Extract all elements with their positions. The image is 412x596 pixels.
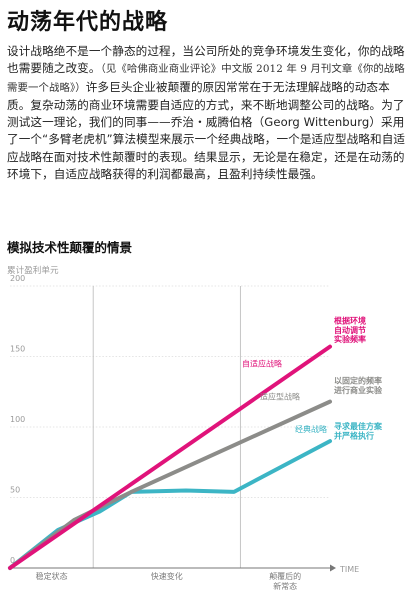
series-line-3: [8, 439, 332, 570]
series-label: 自适应战略: [242, 359, 282, 369]
series-note: 并严格执行: [334, 430, 374, 440]
y-tick-label: 50: [10, 486, 20, 495]
x-axis-label: TIME: [339, 565, 359, 574]
series-note: 进行商业实验: [334, 385, 383, 395]
citation: （见《哈佛商业商业评论》中文版 2012 年 9 月刊文章《你的战略需要一个战略…: [7, 63, 405, 94]
series-line-2: [8, 399, 332, 570]
x-axis-arrow: [330, 564, 336, 572]
phase-label: 稳定状态: [36, 571, 68, 581]
body-text-part-1: 设计战略绝不是一个静态的过程，当公司所处的竞争环境发生变化，你的战略也需要随之改…: [7, 44, 405, 76]
series-label: 经典战略: [295, 424, 327, 434]
series-note: 根据环境: [334, 316, 366, 326]
body-text-part-2: 许多巨头企业被颠覆的原因常常在于无法理解战略的动态本质。复杂动荡的商业环境需要自…: [7, 79, 406, 182]
series-note: 寻求最佳方案: [334, 421, 383, 431]
y-tick-label: 200: [10, 274, 25, 283]
series-note: 实验频率: [334, 334, 366, 344]
y-tick-label: 150: [10, 345, 25, 354]
series-line-1: [8, 344, 332, 570]
phase-label: 新常态: [273, 581, 297, 591]
article-title: 动荡年代的战略: [7, 10, 169, 35]
series-note: 自动调节: [334, 325, 366, 335]
phase-label: 颠覆后的: [269, 571, 301, 581]
chart-heading: 模拟技术性颠覆的情景: [7, 240, 133, 255]
series-label: 适应型战略: [260, 392, 300, 402]
article-body: 设计战略绝不是一个静态的过程，当公司所处的竞争环境发生变化，你的战略也需要随之改…: [7, 43, 407, 183]
y-tick-label: 0: [10, 556, 15, 565]
phase-label: 快速变化: [151, 571, 183, 581]
series-note: 以固定的频率: [334, 376, 382, 386]
y-axis-label: 累计盈利单元: [7, 266, 59, 276]
y-tick-label: 100: [10, 415, 25, 424]
